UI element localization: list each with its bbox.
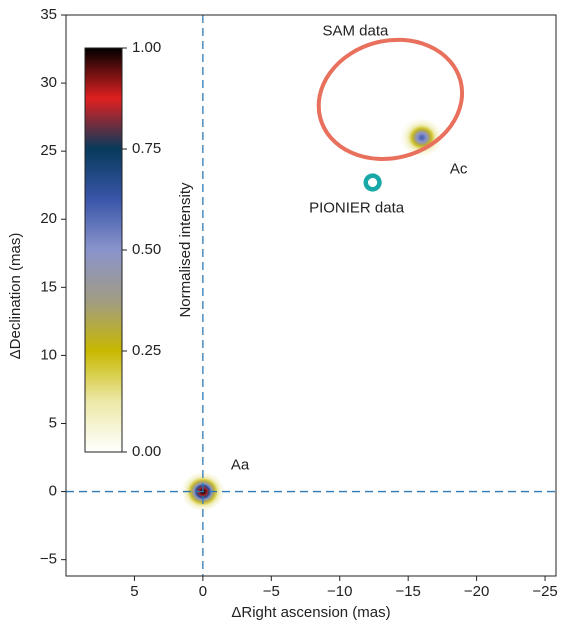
source-label: Ac <box>450 161 468 178</box>
colorbar-tick-label: 0.00 <box>132 443 161 460</box>
x-tick-label: −15 <box>395 583 420 600</box>
chart: ΔRight ascension (mas) ΔDeclination (mas… <box>0 0 561 627</box>
colorbar-label: Normalised intensity <box>177 182 194 318</box>
y-tick-label: 15 <box>40 278 57 295</box>
y-tick-label: 20 <box>40 210 57 227</box>
y-tick-label: 35 <box>40 6 57 23</box>
colorbar-tick-label: 1.00 <box>132 39 161 56</box>
overlay <box>305 24 475 175</box>
x-axis-label: ΔRight ascension (mas) <box>231 604 390 621</box>
y-tick-label: 30 <box>40 74 57 91</box>
x-tick-label: −5 <box>263 583 280 600</box>
y-tick-label: 5 <box>49 414 57 431</box>
overlay <box>364 174 381 191</box>
colorbar-tick-label: 0.50 <box>132 241 161 258</box>
overlay-label: SAM data <box>323 22 390 39</box>
y-tick-label: 0 <box>49 483 57 500</box>
x-tick-label: 5 <box>130 583 138 600</box>
x-tick-label: −10 <box>327 583 352 600</box>
colorbar-tick-label: 0.75 <box>132 140 161 157</box>
x-tick-label: −20 <box>464 583 489 600</box>
colorbar-tick-label: 0.25 <box>132 342 161 359</box>
overlay-label: PIONIER data <box>309 199 405 216</box>
y-tick-label: 10 <box>40 346 57 363</box>
colorbar <box>85 48 122 452</box>
y-tick-label: 25 <box>40 142 57 159</box>
y-tick-label: −5 <box>40 551 57 568</box>
x-tick-label: −25 <box>532 583 557 600</box>
x-tick-label: 0 <box>199 583 207 600</box>
y-axis-label: ΔDeclination (mas) <box>7 233 24 360</box>
source-label: Aa <box>231 457 250 474</box>
